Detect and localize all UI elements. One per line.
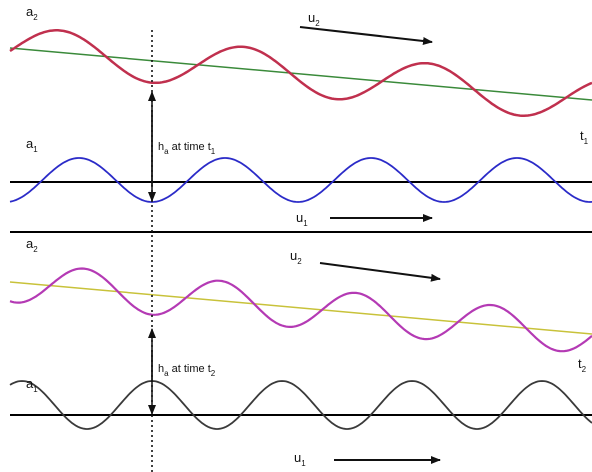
panel2-t2-label: t2: [578, 356, 587, 374]
panel2-slope-line: [9, 281, 592, 335]
panel2-u1-label: u1: [294, 450, 306, 468]
panel1-t1-label: t1: [580, 128, 589, 146]
panel1-u2-arrow: [299, 26, 433, 45]
panel1-upper-wave: [9, 29, 592, 117]
panel2-height-label: ha at time t2: [158, 363, 216, 378]
panel1-height-label: ha at time t1: [158, 141, 216, 156]
panel1-u2-label: u2: [308, 10, 320, 28]
panel2-upper-wave: [9, 267, 592, 353]
panel2-a2-label: a2: [26, 236, 38, 254]
panel1-a2-label: a2: [26, 4, 38, 22]
panel1-a1-label: a1: [26, 136, 38, 154]
panel2-a1-label: a1: [26, 376, 38, 394]
panel1-lower-wave: [9, 157, 592, 203]
panel2-lower-wave: [9, 380, 592, 430]
panel1-u1-label: u1: [296, 210, 308, 228]
panel2-u2-label: u2: [290, 248, 302, 266]
panel2-u2-arrow: [319, 262, 441, 282]
panel1-slope-line: [9, 47, 592, 101]
